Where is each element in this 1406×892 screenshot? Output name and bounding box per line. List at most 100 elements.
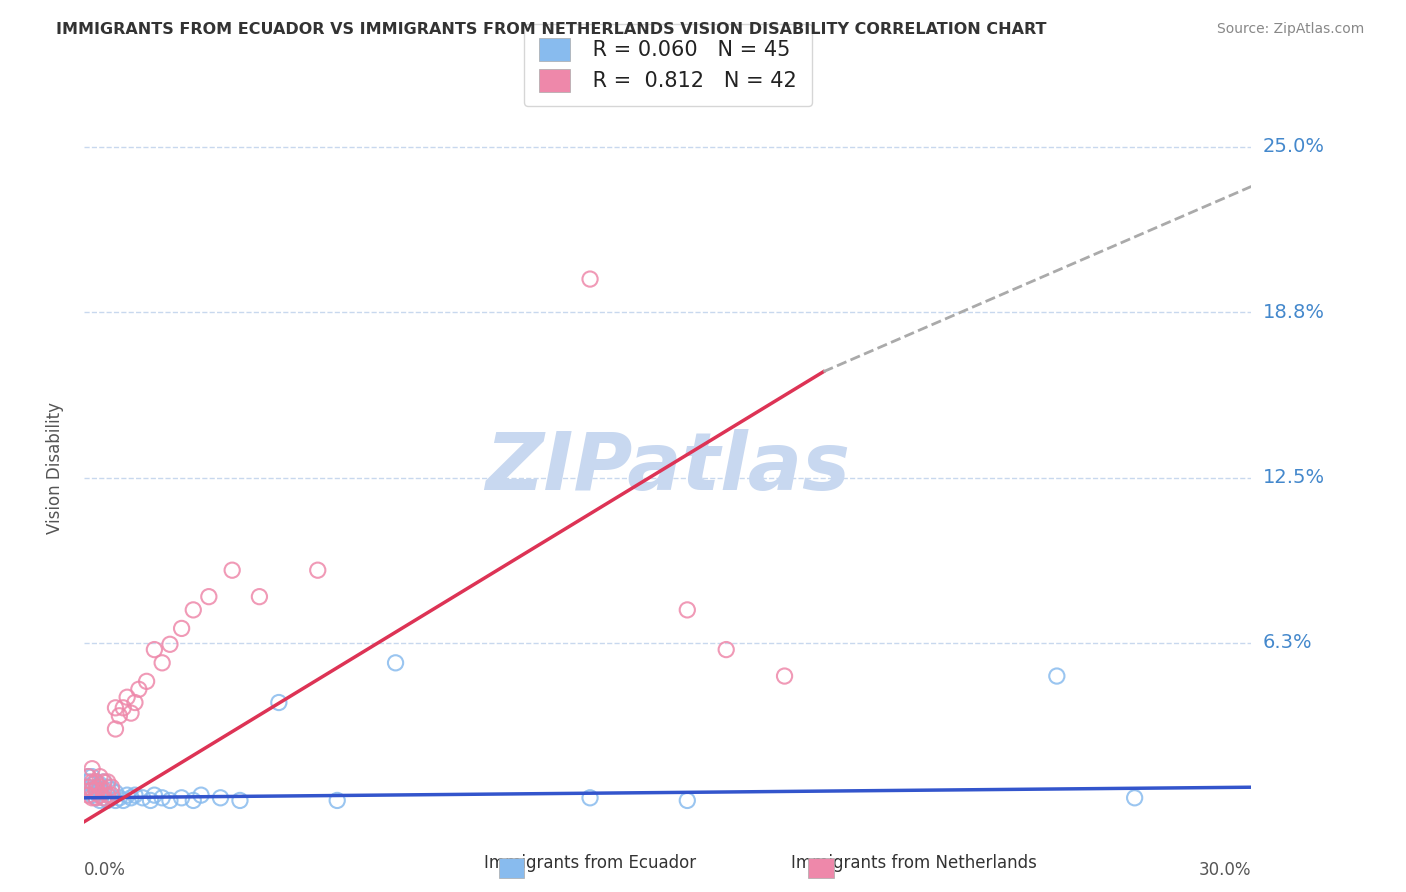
Text: Source: ZipAtlas.com: Source: ZipAtlas.com (1216, 22, 1364, 37)
Point (384, 656, 406, 670)
Point (82, 762, 104, 776)
Point (229, 793, 252, 807)
Point (97, 780, 120, 795)
Point (150, 790, 173, 805)
Point (209, 790, 232, 805)
Point (112, 793, 135, 807)
Point (181, 793, 204, 807)
Point (82, 782, 104, 797)
Point (82, 778, 104, 792)
Point (93, 775, 115, 789)
Point (89, 782, 111, 797)
Point (89, 788, 111, 802)
Point (108, 790, 131, 805)
Point (82, 782, 104, 797)
Point (84, 790, 107, 805)
Point (124, 696, 146, 710)
Point (143, 788, 166, 802)
Point (108, 708, 131, 723)
Point (1046, 669, 1069, 683)
Point (112, 701, 135, 715)
Y-axis label: Vision Disability: Vision Disability (45, 402, 63, 534)
Point (104, 785, 127, 799)
Point (89, 793, 111, 807)
Point (104, 793, 127, 807)
Text: ZIPatlas: ZIPatlas (485, 429, 851, 508)
Point (97, 775, 120, 789)
Point (82, 775, 104, 789)
Point (93, 782, 115, 797)
Point (159, 793, 181, 807)
Point (221, 563, 243, 577)
Text: Immigrants from Ecuador: Immigrants from Ecuador (485, 855, 696, 872)
Point (120, 706, 142, 720)
Point (100, 782, 122, 797)
Point (84, 775, 107, 789)
Point (77, 770, 100, 784)
Point (124, 788, 146, 802)
Point (89, 780, 111, 795)
Point (84, 782, 107, 797)
Text: 25.0%: 25.0% (1263, 137, 1324, 156)
Point (579, 272, 602, 286)
Point (249, 590, 271, 604)
Text: 18.8%: 18.8% (1263, 302, 1324, 322)
Point (93, 775, 115, 789)
Point (326, 793, 349, 807)
Point (115, 788, 138, 802)
Point (89, 770, 111, 784)
Point (676, 793, 699, 807)
Point (93, 790, 115, 805)
Point (159, 637, 181, 651)
Point (135, 674, 157, 689)
Point (181, 603, 204, 617)
Text: 0.0%: 0.0% (84, 862, 127, 880)
Point (115, 690, 138, 705)
Point (84, 775, 107, 789)
Point (198, 590, 221, 604)
Point (716, 642, 738, 657)
Text: Immigrants from Netherlands: Immigrants from Netherlands (792, 855, 1036, 872)
Point (120, 790, 142, 805)
Point (77, 780, 100, 795)
Point (676, 603, 699, 617)
Point (82, 770, 104, 784)
Text: IMMIGRANTS FROM ECUADOR VS IMMIGRANTS FROM NETHERLANDS VISION DISABILITY CORRELA: IMMIGRANTS FROM ECUADOR VS IMMIGRANTS FR… (56, 22, 1046, 37)
Text: 6.3%: 6.3% (1263, 633, 1313, 652)
Point (143, 642, 166, 657)
Point (84, 780, 107, 795)
Point (82, 790, 104, 805)
Point (82, 788, 104, 802)
Point (1123, 790, 1146, 805)
Point (170, 622, 193, 636)
Point (77, 770, 100, 784)
Point (307, 563, 329, 577)
Point (97, 793, 120, 807)
Text: 12.5%: 12.5% (1263, 468, 1324, 487)
Point (100, 780, 122, 795)
Point (84, 785, 107, 799)
Point (132, 790, 155, 805)
Point (104, 722, 127, 736)
Point (267, 696, 290, 710)
Point (93, 790, 115, 805)
Point (170, 790, 193, 805)
Text: 30.0%: 30.0% (1199, 862, 1251, 880)
Point (97, 788, 120, 802)
Point (77, 775, 100, 789)
Point (93, 785, 115, 799)
Point (150, 656, 173, 670)
Point (139, 793, 162, 807)
Point (77, 780, 100, 795)
Point (579, 790, 602, 805)
Point (89, 778, 111, 792)
Legend:  R = 0.060   N = 45,  R =  0.812   N = 42: R = 0.060 N = 45, R = 0.812 N = 42 (524, 23, 811, 106)
Point (100, 788, 122, 802)
Point (84, 790, 107, 805)
Point (104, 701, 127, 715)
Point (128, 682, 150, 697)
Point (190, 788, 212, 802)
Point (77, 788, 100, 802)
Point (773, 669, 796, 683)
Point (100, 790, 122, 805)
